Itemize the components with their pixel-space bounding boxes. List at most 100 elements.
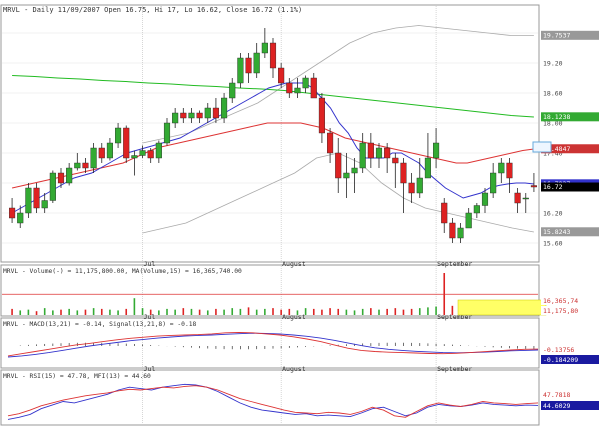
candle-body <box>278 67 285 84</box>
candle-body <box>66 167 73 184</box>
volume-bar <box>198 309 201 315</box>
price-badge-text: 19.7537 <box>543 32 570 40</box>
rsi-line <box>7 385 539 418</box>
volume-bar <box>27 309 30 315</box>
candle-body <box>343 172 350 179</box>
volume-bar <box>427 307 429 315</box>
candle-body <box>123 127 130 159</box>
candle-body <box>514 192 521 204</box>
candle-body <box>351 167 358 174</box>
volume-bar <box>361 308 364 315</box>
price-tick-label: 17.40 <box>543 150 563 158</box>
price-badge-text: 18.1238 <box>543 113 570 121</box>
candle-body <box>163 122 171 144</box>
chart-title: MRVL - Daily 11/09/2007 Open 16.75, Hi 1… <box>3 6 302 14</box>
volume-bar <box>435 306 437 315</box>
macd-lines <box>7 331 539 358</box>
candle-body <box>9 207 16 219</box>
volume-bar <box>378 309 380 315</box>
macd-signal-badge: -0.184209 <box>543 356 578 364</box>
candle-body <box>465 212 472 229</box>
volume-bar <box>264 308 266 315</box>
volume-bar <box>418 308 421 315</box>
macd-label: MRVL - MACD(13,21) = -0.14, Signal(13,21… <box>3 321 197 328</box>
candle-body <box>33 187 40 209</box>
candle-body <box>490 172 497 194</box>
volume-bar <box>410 308 413 315</box>
candle-body <box>335 152 342 179</box>
volume-bar <box>109 309 111 315</box>
volume-label: MRVL - Volume(-) = 11,175,800.00, MA(Vol… <box>3 268 242 275</box>
candle-body <box>57 172 65 184</box>
price-tick-label: 18.60 <box>543 90 563 98</box>
ma-mid-line <box>11 122 534 189</box>
volume-bar <box>133 298 136 315</box>
candle-body <box>204 107 211 119</box>
volume-bar <box>370 308 372 315</box>
candle-body <box>17 212 24 224</box>
x-label-macd: August <box>282 365 306 373</box>
price-tick-label: 15.60 <box>543 240 563 248</box>
price-tick-label: 16.20 <box>543 210 563 218</box>
candle-body <box>237 57 244 84</box>
x-label-volume: Jul <box>144 313 156 321</box>
candle-body <box>245 57 252 74</box>
candle-body <box>139 150 146 156</box>
bollinger-bands <box>142 25 534 234</box>
ma-long-line <box>12 75 534 118</box>
macd-signal-line <box>7 332 539 358</box>
volume-panel-frame <box>0 264 540 317</box>
candle-body <box>49 172 56 201</box>
x-label-price: Jul <box>144 260 156 268</box>
candle-body <box>408 182 415 194</box>
volume-bar <box>68 308 70 315</box>
volume-bar <box>35 311 38 315</box>
candle-body <box>522 197 529 200</box>
rsi-lines <box>7 383 539 420</box>
price-grid <box>2 6 538 424</box>
candle-body <box>172 112 179 124</box>
volume-bar <box>215 308 217 315</box>
candle-body <box>302 77 309 89</box>
volume-bars <box>2 273 538 315</box>
macd-line <box>7 331 539 357</box>
candle-body <box>155 142 162 159</box>
volume-bar <box>288 308 291 315</box>
volume-bar <box>174 309 176 315</box>
volume-bar <box>52 310 54 315</box>
candle-body <box>367 142 374 159</box>
volume-bar <box>321 309 323 315</box>
candle-body <box>253 52 260 74</box>
candle-body <box>196 112 203 119</box>
volume-bar <box>117 310 119 315</box>
volume-highlight <box>457 299 547 316</box>
x-label-volume: August <box>282 313 306 321</box>
volume-bar <box>239 308 242 315</box>
candle-body <box>530 185 537 188</box>
band-upper <box>142 25 534 144</box>
volume-bar <box>337 308 340 315</box>
candle-body <box>457 227 464 239</box>
ma-short-line <box>11 82 534 214</box>
volume-bar <box>296 310 299 315</box>
volume-bar <box>451 305 454 315</box>
volume-bar <box>141 308 144 315</box>
macd-panel-frame <box>0 317 540 369</box>
volume-bar <box>329 308 331 315</box>
macd-value-badge: -0.13756 <box>543 346 574 354</box>
volume-bar <box>84 309 87 315</box>
price-badge-text: 16.72 <box>543 183 563 191</box>
candle-body <box>392 157 399 164</box>
volume-bar <box>166 308 168 315</box>
price-badge-bg <box>541 227 599 237</box>
candle-body <box>384 147 391 159</box>
moving-averages <box>11 75 534 214</box>
volume-bar <box>304 308 307 315</box>
candle-body <box>188 112 195 119</box>
candle-body <box>106 142 113 159</box>
volume-bar <box>149 309 152 315</box>
volume-bar <box>19 310 22 315</box>
